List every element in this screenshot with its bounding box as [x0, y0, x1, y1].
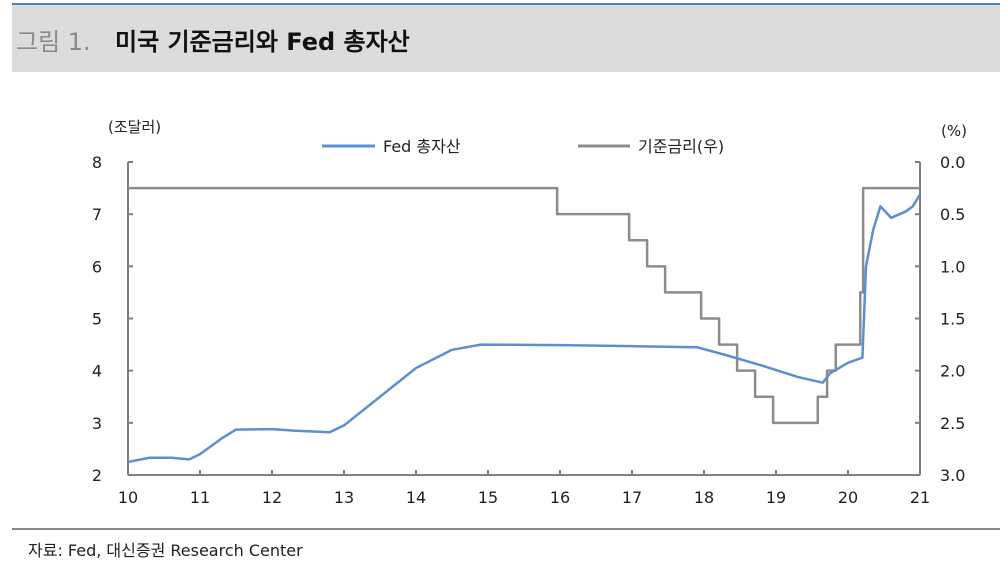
- x-tick-label: 16: [550, 488, 570, 507]
- right-y-tick-label: 0.5: [940, 205, 965, 224]
- left-y-tick-label: 2: [92, 466, 102, 485]
- right-y-tick-label: 2.0: [940, 362, 965, 381]
- left-y-tick-label: 3: [92, 414, 102, 433]
- right-y-tick-label: 3.0: [940, 466, 965, 485]
- figure-header: [12, 5, 1000, 72]
- footer-rule: [12, 528, 1000, 530]
- right-y-tick-label: 0.0: [940, 153, 965, 172]
- x-tick-label: 15: [478, 488, 498, 507]
- legend: Fed 총자산 기준금리(우): [322, 137, 724, 156]
- right-y-tick-label: 1.0: [940, 257, 965, 276]
- right-y-tick-label: 2.5: [940, 414, 965, 433]
- source-note: 자료: Fed, 대신증권 Research Center: [28, 541, 303, 560]
- left-y-tick-label: 7: [92, 205, 102, 224]
- left-y-tick-label: 4: [92, 362, 102, 381]
- x-tick-label: 19: [766, 488, 786, 507]
- series-line-fed-assets: [127, 193, 922, 464]
- left-axis-unit: (조달러): [108, 118, 161, 136]
- legend-label-fed-assets: Fed 총자산: [383, 137, 461, 156]
- x-tick-label: 14: [406, 488, 426, 507]
- right-axis-unit: (%): [941, 122, 967, 140]
- left-y-tick-label: 6: [92, 257, 102, 276]
- x-tick-label: 12: [262, 488, 282, 507]
- x-tick-label: 11: [190, 488, 210, 507]
- legend-label-policy-rate: 기준금리(우): [638, 137, 724, 156]
- x-tick-label: 20: [838, 488, 858, 507]
- figure-title: 미국 기준금리와 Fed 총자산: [115, 28, 410, 56]
- x-tick-label: 13: [334, 488, 354, 507]
- header-top-rule: [12, 3, 1000, 5]
- left-y-tick-label: 8: [92, 153, 102, 172]
- x-tick-label: 18: [694, 488, 714, 507]
- figure-label: 그림 1.: [16, 28, 91, 56]
- x-tick-label: 21: [910, 488, 930, 507]
- series-line-policy-rate: [128, 186, 920, 425]
- left-y-tick-label: 5: [92, 310, 102, 329]
- x-tick-label: 10: [118, 488, 138, 507]
- x-tick-label: 17: [622, 488, 642, 507]
- right-y-tick-label: 1.5: [940, 310, 965, 329]
